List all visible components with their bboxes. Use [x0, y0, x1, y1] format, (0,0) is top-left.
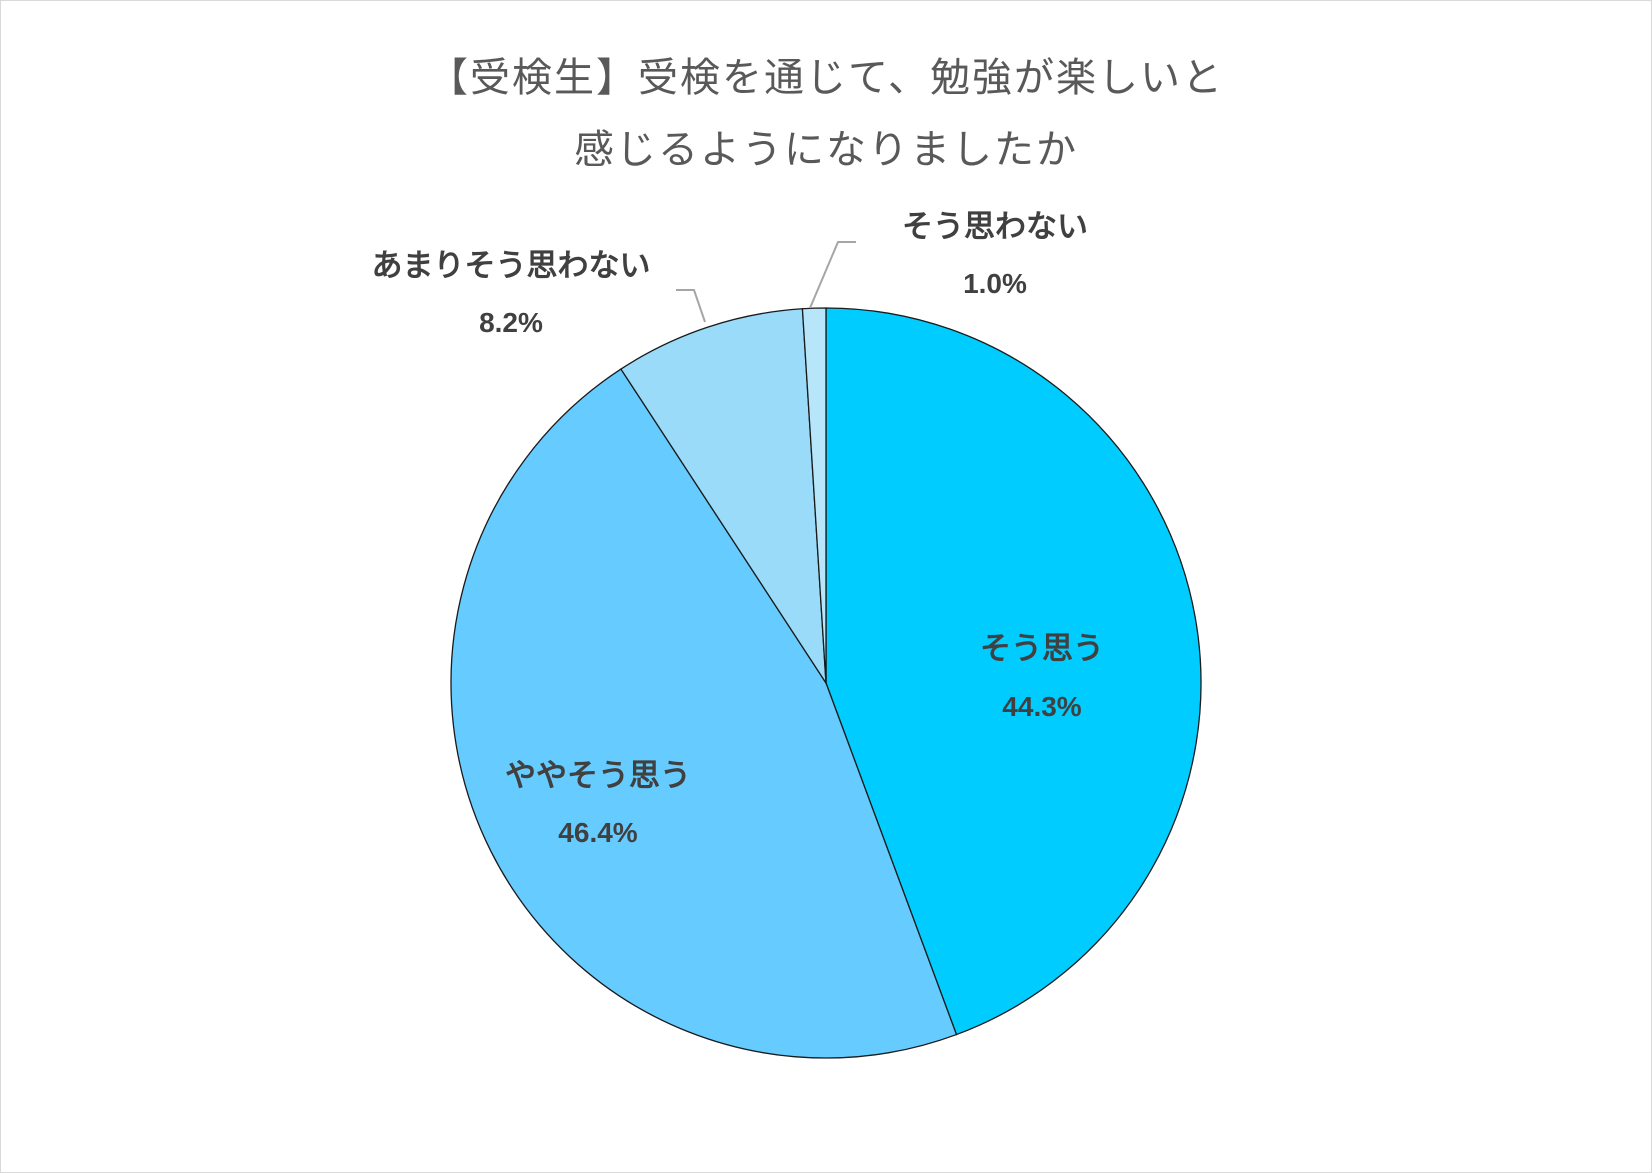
slice-value-0: 44.3%: [1002, 691, 1081, 722]
pie-slice-3: [801, 307, 827, 684]
slice-label-1: ややそう思う: [505, 758, 691, 794]
pie-slices: [450, 307, 1202, 1059]
pie-slice-1: [450, 368, 958, 1059]
slice-label-0: そう思う: [980, 631, 1104, 667]
slice-value-1: 46.4%: [558, 817, 637, 848]
slice-value-2: 8.2%: [479, 307, 543, 338]
chart-title-line-1: 【受検生】受検を通じて、勉強が楽しいと: [428, 55, 1224, 101]
slice-label-3: そう思わない: [902, 209, 1088, 245]
pie-slice-0: [825, 307, 1202, 1036]
leader-line-slice-2: [676, 289, 706, 323]
chart-title-line-2: 感じるようになりましたか: [574, 127, 1078, 173]
leader-line-slice-3: [809, 241, 856, 309]
chart-title: 【受検生】受検を通じて、勉強が楽しいと 感じるようになりましたか: [0, 42, 1652, 186]
pie-slice-2: [620, 308, 827, 686]
slice-value-3: 1.0%: [963, 268, 1027, 299]
slice-label-2: あまりそう思わない: [372, 248, 651, 284]
